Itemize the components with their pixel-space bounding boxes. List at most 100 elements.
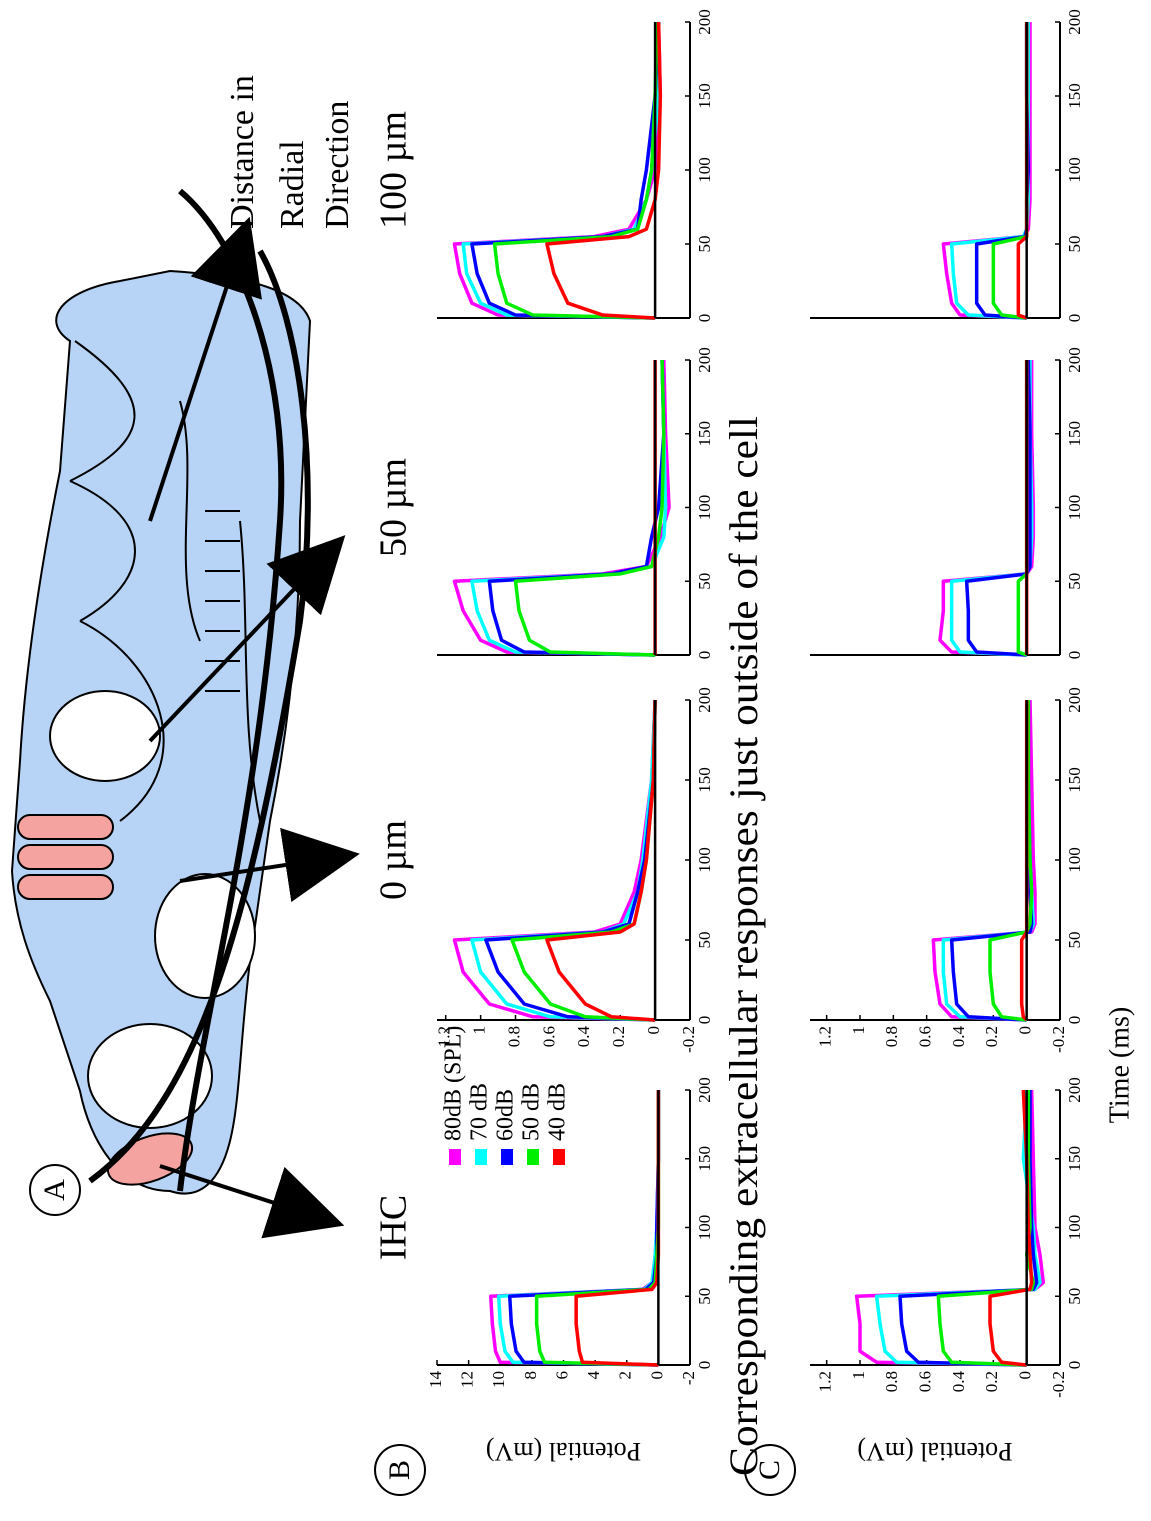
trace <box>470 359 668 657</box>
x-tick-label: 200 <box>1065 347 1084 373</box>
distance-label: Distance in <box>224 75 261 229</box>
tunnel-of-corti <box>154 873 256 999</box>
x-tick-label: 200 <box>695 1077 714 1103</box>
x-tick-label: 200 <box>1065 687 1084 713</box>
x-tick-label: 100 <box>695 847 714 873</box>
radial-arrow <box>148 535 346 743</box>
trace <box>974 22 1031 320</box>
row-title: Corresponding extracellular responses ju… <box>721 416 766 1476</box>
plot-title: IHC <box>373 1195 415 1260</box>
panel-label-circle <box>374 1444 426 1496</box>
legend-label: 50 dB <box>519 1083 545 1141</box>
x-tick-label: 50 <box>695 1288 714 1305</box>
panel-label: A <box>38 1179 71 1201</box>
trace <box>487 359 666 657</box>
plot-title: 100 µm <box>373 111 415 229</box>
x-tick-label: 100 <box>1065 157 1084 183</box>
panel-label-circle <box>29 1164 81 1216</box>
x-tick-label: 100 <box>695 1215 714 1241</box>
y-tick-label: 0.2 <box>982 1026 1001 1047</box>
x-tick-label: 200 <box>695 687 714 713</box>
y-tick-label: 0.4 <box>949 1026 968 1048</box>
membrane-curve <box>88 249 311 1184</box>
y-tick-label: 0.8 <box>882 1026 901 1047</box>
plot-title: 50 µm <box>373 458 415 557</box>
y-tick-label: 1 <box>849 1026 868 1035</box>
y-tick-label: 2 <box>616 1371 635 1380</box>
trace <box>931 699 1037 1022</box>
legend-label: 40 dB <box>545 1083 571 1141</box>
x-tick-label: 100 <box>695 495 714 521</box>
x-tick-label: 200 <box>1065 1077 1084 1103</box>
x-tick-label: 0 <box>695 651 714 660</box>
cell-boundary <box>69 340 261 822</box>
y-tick-label: -0.2 <box>679 1026 698 1053</box>
y-tick-label: 1 <box>849 1371 868 1380</box>
trace <box>461 22 661 320</box>
trace <box>545 699 657 1022</box>
y-tick-label: 0.4 <box>949 1371 968 1393</box>
y-tick-label: 1.2 <box>816 1026 835 1047</box>
outer-hair-cell <box>17 874 114 900</box>
y-axis-label: Potential (mV) <box>857 1437 1012 1466</box>
legend-label: 70 dB <box>467 1083 493 1141</box>
y-tick-label: 0 <box>1016 1026 1035 1035</box>
cell-row <box>205 510 240 692</box>
trace <box>964 359 1032 657</box>
trace <box>574 1090 661 1367</box>
x-tick-label: 150 <box>1065 767 1084 793</box>
x-tick-label: 100 <box>695 157 714 183</box>
x-tick-label: 0 <box>695 314 714 323</box>
outer-hair-cell <box>17 814 114 840</box>
y-tick-label: 0.6 <box>916 1371 935 1392</box>
x-tick-label: 50 <box>1065 932 1084 949</box>
x-tick-label: 50 <box>1065 236 1084 253</box>
x-tick-label: 100 <box>1065 847 1084 873</box>
x-tick-label: 0 <box>695 1016 714 1025</box>
panel-label: C <box>753 1460 786 1480</box>
legend-swatch <box>475 1149 487 1165</box>
y-tick-label: 12 <box>458 1371 477 1388</box>
x-tick-label: 0 <box>1065 651 1084 660</box>
trace <box>854 1089 1046 1367</box>
trace <box>545 21 663 320</box>
x-tick-label: 50 <box>695 573 714 590</box>
x-tick-label: 150 <box>1065 1146 1084 1172</box>
x-tick-label: 150 <box>695 83 714 109</box>
trace <box>936 1090 1036 1367</box>
outer-hair-cell <box>17 844 114 870</box>
trace <box>492 21 659 320</box>
y-tick-label: 6 <box>552 1371 571 1380</box>
x-tick-label: 0 <box>1065 1361 1084 1370</box>
y-tick-label: 4 <box>584 1371 603 1380</box>
x-tick-label: 50 <box>695 236 714 253</box>
y-tick-label: 0 <box>1016 1371 1035 1380</box>
cochlea-diagram <box>10 188 360 1239</box>
trace <box>513 359 666 657</box>
x-tick-label: 100 <box>1065 495 1084 521</box>
trace <box>510 699 657 1022</box>
x-tick-label: 150 <box>695 421 714 447</box>
trace <box>452 359 671 657</box>
trace <box>898 1090 1039 1367</box>
trace <box>991 22 1029 320</box>
x-tick-label: 0 <box>695 1361 714 1370</box>
y-tick-label: 0.8 <box>882 1371 901 1392</box>
radial-arrow <box>148 216 262 522</box>
landscape-figure: A B C Distance in Radial Direction Corre… <box>10 9 1135 1496</box>
y-tick-label: 8 <box>521 1371 540 1380</box>
x-tick-label: 100 <box>1065 1215 1084 1241</box>
x-tick-label: 150 <box>1065 421 1084 447</box>
y-tick-label: 0.4 <box>574 1026 593 1048</box>
y-tick-label: 0.6 <box>539 1026 558 1047</box>
trace <box>452 21 663 320</box>
x-tick-label: 50 <box>695 932 714 949</box>
trace <box>452 699 657 1022</box>
y-tick-label: -0.2 <box>1049 1026 1068 1053</box>
y-tick-label: 0.6 <box>916 1026 935 1047</box>
x-tick-label: 150 <box>695 767 714 793</box>
legend-swatch <box>449 1149 461 1165</box>
y-tick-label: 0 <box>647 1371 666 1380</box>
trace <box>484 699 657 1022</box>
